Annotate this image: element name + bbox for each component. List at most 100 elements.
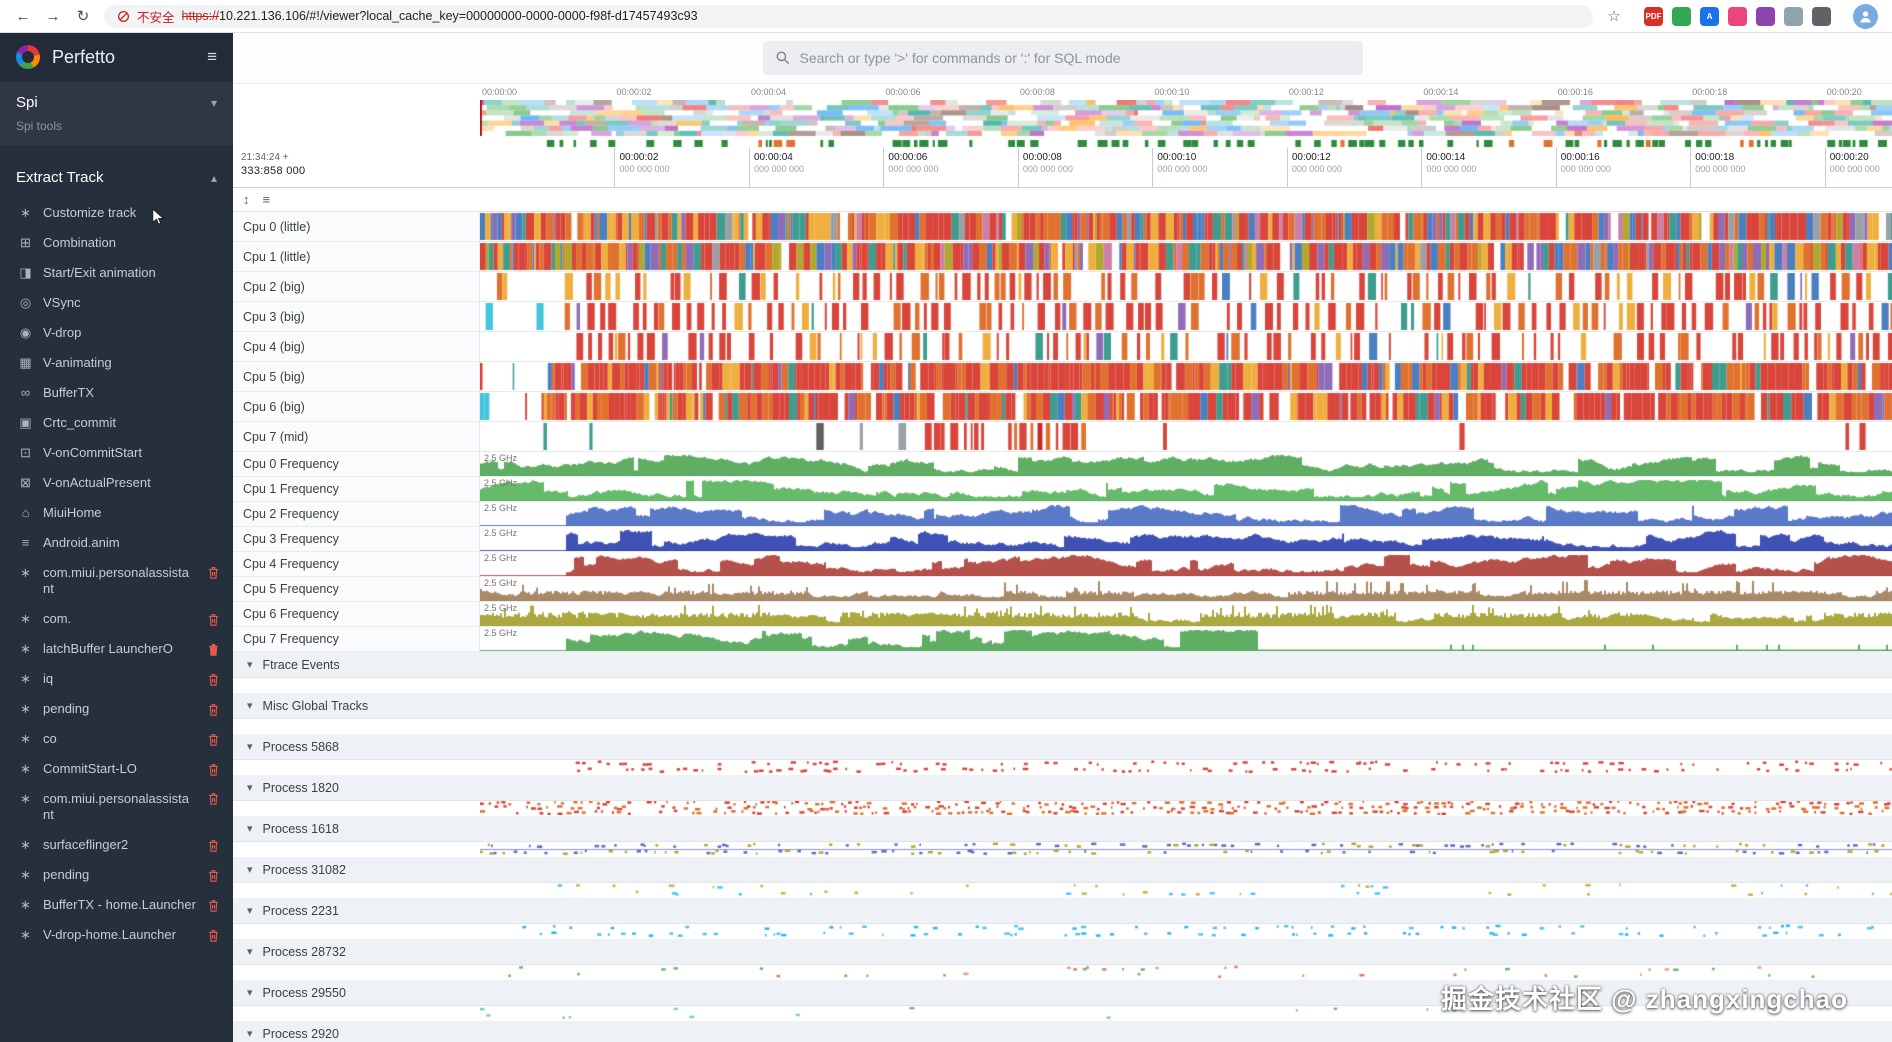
track-label[interactable]: Cpu 6 Frequency xyxy=(233,602,480,626)
forward-icon[interactable]: → xyxy=(45,7,61,25)
group-content[interactable] xyxy=(233,1006,1892,1021)
sidebar-item-v-drop-home-launcher[interactable]: ∗ V-drop-home.Launcher xyxy=(0,920,233,950)
track-canvas[interactable]: 2.5 GHz xyxy=(480,577,1892,601)
group-content[interactable] xyxy=(233,924,1892,939)
track-label[interactable]: Cpu 1 (little) xyxy=(233,242,480,271)
group-content[interactable] xyxy=(233,965,1892,980)
time-ruler[interactable]: 21:34:24 + 333:858 000 00:00:02 000 000 0… xyxy=(233,148,1892,188)
delete-track-icon[interactable] xyxy=(206,838,221,853)
group-content[interactable] xyxy=(233,678,1892,693)
group-header-process-29550[interactable]: ▾ Process 29550 xyxy=(233,980,1892,1006)
track-label[interactable]: Cpu 2 (big) xyxy=(233,272,480,301)
profile-avatar[interactable] xyxy=(1853,3,1878,29)
sidebar-item-commitstart-lo[interactable]: ∗ CommitStart-LO xyxy=(0,754,233,784)
sidebar-item-buffertx-home-launcher[interactable]: ∗ BufferTX - home.Launcher xyxy=(0,890,233,920)
group-header-process-2231[interactable]: ▾ Process 2231 xyxy=(233,898,1892,924)
track-canvas[interactable]: 2.5 GHz xyxy=(480,627,1892,651)
group-content[interactable] xyxy=(233,801,1892,816)
track-canvas[interactable]: 2.5 GHz xyxy=(480,527,1892,551)
track-label[interactable]: Cpu 7 Frequency xyxy=(233,627,480,651)
group-header-process-5868[interactable]: ▾ Process 5868 xyxy=(233,734,1892,760)
sidebar-item-start-exit-animation[interactable]: ◨ Start/Exit animation xyxy=(0,258,233,288)
sidebar-item-com[interactable]: ∗ com. xyxy=(0,604,233,634)
delete-track-icon[interactable] xyxy=(206,762,221,777)
track-canvas[interactable]: 2.5 GHz xyxy=(480,452,1892,476)
expand-collapse-icon[interactable]: ↕ xyxy=(243,192,250,207)
sidebar-item-v-drop[interactable]: ◉ V-drop xyxy=(0,318,233,348)
sidebar-item-miuihome[interactable]: ⌂ MiuiHome xyxy=(0,498,233,528)
track-canvas[interactable]: 2.5 GHz xyxy=(480,477,1892,501)
sidebar-item-com-miui-personalassistant[interactable]: ∗ com.miui.personalassistant xyxy=(0,558,233,604)
track-label[interactable]: Cpu 0 Frequency xyxy=(233,452,480,476)
reload-icon[interactable]: ↻ xyxy=(76,8,90,25)
track-canvas[interactable] xyxy=(480,392,1892,421)
track-label[interactable]: Cpu 4 Frequency xyxy=(233,552,480,576)
track-canvas[interactable] xyxy=(480,212,1892,241)
track-label[interactable]: Cpu 3 Frequency xyxy=(233,527,480,551)
track-canvas[interactable] xyxy=(480,272,1892,301)
sidebar-item-surfaceflinger2[interactable]: ∗ surfaceflinger2 xyxy=(0,830,233,860)
track-canvas[interactable]: 2.5 GHz xyxy=(480,552,1892,576)
bookmark-star-icon[interactable]: ☆ xyxy=(1607,8,1621,25)
track-label[interactable]: Cpu 5 Frequency xyxy=(233,577,480,601)
track-label[interactable]: Cpu 7 (mid) xyxy=(233,422,480,451)
overview-minimap[interactable] xyxy=(480,100,1892,148)
back-icon[interactable]: ← xyxy=(15,7,31,25)
ruler-ticks[interactable]: 00:00:02 000 000 000 00:00:04 000 000 000 00… xyxy=(480,148,1892,187)
sidebar-item-android-anim[interactable]: ≡ Android.anim xyxy=(0,528,233,558)
menu-icon[interactable]: ≡ xyxy=(207,47,217,66)
extract-track-header[interactable]: Extract Track ▴ xyxy=(0,153,233,192)
sidebar-item-iq[interactable]: ∗ iq xyxy=(0,664,233,694)
track-label[interactable]: Cpu 6 (big) xyxy=(233,392,480,421)
delete-track-icon[interactable] xyxy=(206,565,221,580)
track-label[interactable]: Cpu 3 (big) xyxy=(233,302,480,331)
sidebar-item-buffertx[interactable]: ∞ BufferTX xyxy=(0,378,233,408)
sidebar-item-latchbuffer-launchero[interactable]: ∗ latchBuffer LauncherO xyxy=(0,634,233,664)
delete-track-icon[interactable] xyxy=(206,672,221,687)
sidebar-item-pending[interactable]: ∗ pending xyxy=(0,694,233,724)
delete-track-icon[interactable] xyxy=(206,928,221,943)
delete-track-icon[interactable] xyxy=(206,702,221,717)
delete-track-icon[interactable] xyxy=(206,612,221,627)
sidebar-item-com-miui-personalassistant[interactable]: ∗ com.miui.personalassistant xyxy=(0,784,233,830)
omnibox[interactable] xyxy=(762,40,1363,75)
group-content[interactable] xyxy=(233,842,1892,857)
track-label[interactable]: Cpu 5 (big) xyxy=(233,362,480,391)
track-filter-icon[interactable]: ≡ xyxy=(262,192,271,207)
notes-extension-icon[interactable] xyxy=(1784,6,1803,26)
timeline-overview[interactable]: 00:00:00 00:00:02 00:00:04 00:00:06 00:00:08… xyxy=(233,84,1892,148)
sidebar-item-crtc-commit[interactable]: ▣ Crtc_commit xyxy=(0,408,233,438)
purple-extension-icon[interactable] xyxy=(1756,6,1775,26)
address-bar[interactable]: 不安全 https://10.221.136.106/#!/viewer?loc… xyxy=(104,4,1593,28)
sidebar-item-customize-track[interactable]: ∗ Customize track xyxy=(0,198,233,228)
pink-extension-icon[interactable] xyxy=(1728,6,1747,26)
track-canvas[interactable] xyxy=(480,332,1892,361)
track-canvas[interactable] xyxy=(480,422,1892,451)
sidebar-item-v-onactualpresent[interactable]: ⊠ V-onActualPresent xyxy=(0,468,233,498)
track-label[interactable]: Cpu 4 (big) xyxy=(233,332,480,361)
search-input[interactable] xyxy=(799,49,1351,66)
spi-section-header[interactable]: Spi ▾ Spi tools xyxy=(0,82,233,145)
track-canvas[interactable]: 2.5 GHz xyxy=(480,502,1892,526)
green-extension-icon[interactable] xyxy=(1672,6,1691,26)
track-canvas[interactable] xyxy=(480,242,1892,271)
group-content[interactable] xyxy=(233,760,1892,775)
group-content[interactable] xyxy=(233,883,1892,898)
group-content[interactable] xyxy=(233,719,1892,734)
pdf-extension-icon[interactable]: PDF xyxy=(1644,6,1663,26)
track-label[interactable]: Cpu 2 Frequency xyxy=(233,502,480,526)
group-header-ftrace-events[interactable]: ▾ Ftrace Events xyxy=(233,652,1892,678)
track-canvas[interactable]: 2.5 GHz xyxy=(480,602,1892,626)
delete-track-icon[interactable] xyxy=(206,868,221,883)
group-header-process-31082[interactable]: ▾ Process 31082 xyxy=(233,857,1892,883)
track-label[interactable]: Cpu 0 (little) xyxy=(233,212,480,241)
group-header-process-1820[interactable]: ▾ Process 1820 xyxy=(233,775,1892,801)
group-header-process-28732[interactable]: ▾ Process 28732 xyxy=(233,939,1892,965)
sidebar-item-combination[interactable]: ⊞ Combination xyxy=(0,228,233,258)
track-label[interactable]: Cpu 1 Frequency xyxy=(233,477,480,501)
sidebar-item-vsync[interactable]: ◎ VSync xyxy=(0,288,233,318)
group-header-misc-global-tracks[interactable]: ▾ Misc Global Tracks xyxy=(233,693,1892,719)
translate-extension-icon[interactable]: A xyxy=(1700,6,1719,26)
delete-track-icon[interactable] xyxy=(206,898,221,913)
delete-track-icon[interactable] xyxy=(206,642,221,657)
